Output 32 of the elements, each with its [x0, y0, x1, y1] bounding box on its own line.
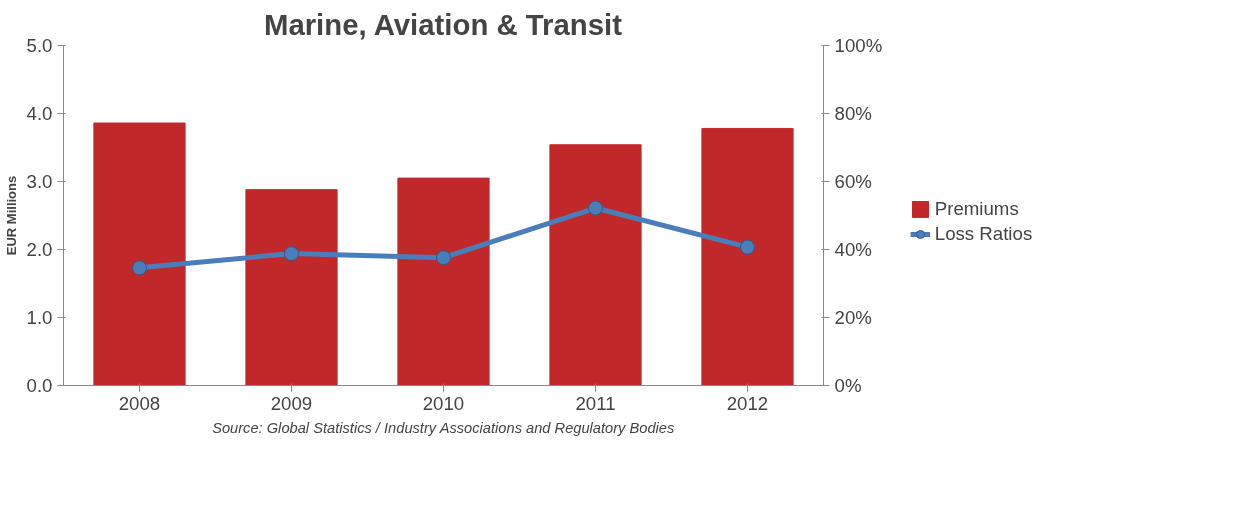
- y-tick-label: 0.0: [26, 375, 53, 396]
- y2-tick-label: 20%: [834, 307, 872, 328]
- x-tick-label: 2008: [118, 392, 161, 414]
- point: [284, 246, 299, 262]
- point: [132, 260, 147, 276]
- y-axis-title: EUR Millions: [3, 175, 19, 256]
- y2-tick-label: 40%: [834, 239, 872, 260]
- legend-label: Premiums: [934, 198, 1019, 220]
- y-tick-label: 2.0: [26, 239, 53, 260]
- chart-title: Marine, Aviation & Transit: [263, 7, 623, 41]
- x-tick-label: 2012: [726, 392, 769, 414]
- y-tick-label: 1.0: [26, 307, 53, 328]
- x-tick-label: 2011: [575, 392, 616, 414]
- source-note: Source: Global Statistics / Industry Associations and Regulatory Bodies: [212, 419, 675, 436]
- bar: [701, 127, 794, 386]
- y-tick-label: 5.0: [26, 35, 53, 56]
- legend-label: Loss Ratios: [934, 223, 1033, 245]
- y2-tick-label: 80%: [834, 103, 872, 124]
- y-tick-label: 3.0: [26, 171, 53, 192]
- y2-tick-label: 100%: [834, 35, 883, 56]
- point: [740, 239, 755, 255]
- y2-tick-label: 0%: [834, 375, 862, 396]
- point: [588, 200, 603, 216]
- y2-tick-label: 60%: [834, 171, 872, 192]
- bar: [549, 144, 642, 386]
- point: [436, 250, 451, 266]
- bar: [397, 177, 490, 386]
- bar: [245, 189, 338, 386]
- bar: [93, 122, 186, 386]
- x-tick-label: 2010: [422, 392, 465, 414]
- x-tick-label: 2009: [270, 392, 313, 414]
- y-tick-label: 4.0: [26, 103, 53, 124]
